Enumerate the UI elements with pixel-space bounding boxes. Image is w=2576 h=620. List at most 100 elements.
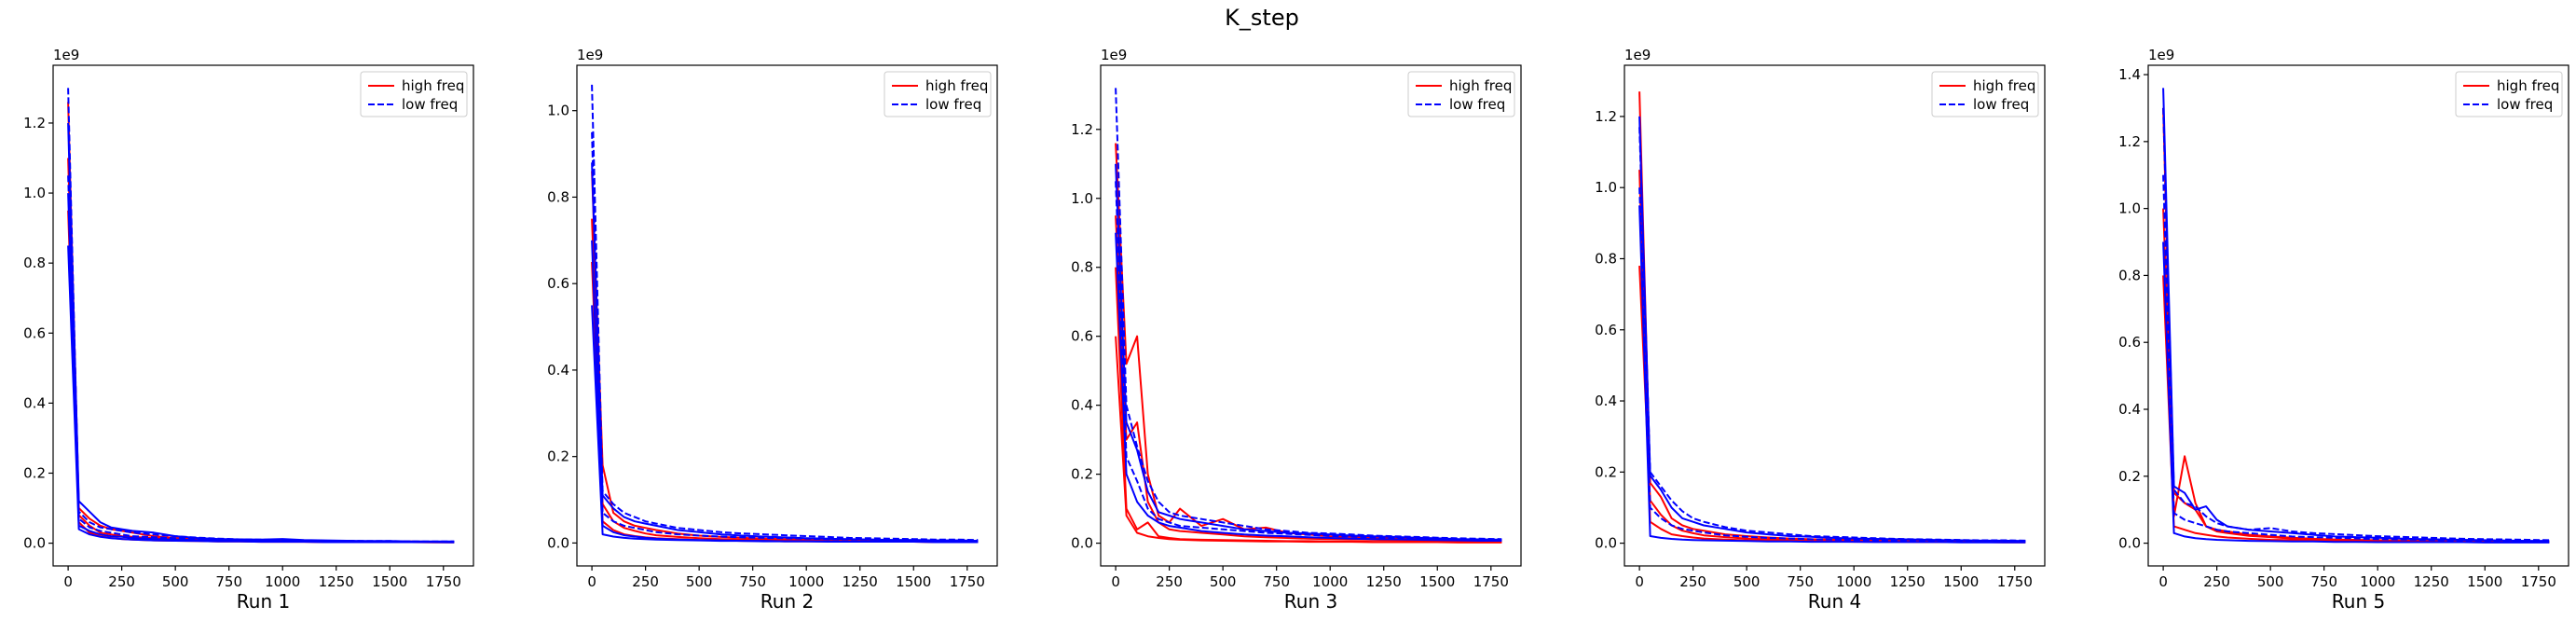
- x-tick-label: 1500: [896, 573, 931, 590]
- series-line-4: [591, 162, 979, 543]
- x-tick-label: 500: [2257, 573, 2284, 590]
- y-tick-label: 0.4: [547, 362, 569, 379]
- series-line-6: [591, 305, 979, 544]
- x-tick-label: 0: [1111, 573, 1120, 590]
- subplot-1: 0 250 500 750 1000 1250 1500 1750 0.0 0.2 0.4 0.6 0.…: [23, 47, 474, 613]
- x-tick-label: 1500: [2467, 573, 2502, 590]
- x-tick-label: 250: [1679, 573, 1706, 590]
- legend-label-2: low freq: [1973, 96, 2029, 113]
- series-line-6: [1638, 127, 2026, 542]
- y-tick-label: 0.6: [547, 275, 569, 292]
- y-tick-label: 1.2: [1595, 108, 1617, 125]
- y-tick-label: 0.6: [2118, 334, 2141, 351]
- y-tick-label: 0.4: [1071, 397, 1093, 414]
- series-line-4: [67, 122, 455, 543]
- x-tick-label: 750: [2310, 573, 2337, 590]
- y-tick-label: 0.2: [2118, 468, 2141, 485]
- series-line-7: [2162, 174, 2550, 543]
- x-tick-label: 1000: [265, 573, 300, 590]
- series-line-6: [2162, 107, 2550, 542]
- y-tick-label: 0.8: [547, 188, 569, 205]
- y-tick-label: 0.6: [1071, 328, 1093, 345]
- y-offset-label: 1e9: [2148, 47, 2174, 63]
- x-tick-label: 1250: [319, 573, 354, 590]
- y-tick-label: 0.0: [2118, 535, 2141, 552]
- x-tick-label: 1500: [1419, 573, 1455, 590]
- legend: high freq low freq: [1407, 71, 1515, 117]
- series-line-6: [1115, 232, 1502, 542]
- legend: high freq low freq: [2455, 71, 2563, 117]
- y-tick-label: 1.0: [1595, 179, 1617, 196]
- series-line-6: [67, 245, 455, 544]
- y-tick-label: 0.2: [547, 448, 569, 465]
- x-tick-label: 1750: [426, 573, 461, 590]
- y-tick-label: 1.0: [1071, 190, 1093, 207]
- x-axis-label: Run 4: [1808, 590, 1861, 613]
- x-tick-label: 500: [162, 573, 189, 590]
- subplot-3: 0 250 500 750 1000 1250 1500 1750 0.0 0.2 0.4 0.6 0.…: [1071, 47, 1522, 613]
- x-tick-label: 750: [215, 573, 242, 590]
- y-tick-label: 1.4: [2118, 66, 2141, 83]
- series-line-4: [1638, 116, 2026, 543]
- y-tick-label: 1.2: [2118, 133, 2141, 150]
- y-tick-label: 0.2: [1071, 466, 1093, 483]
- series-line-3: [1638, 170, 2026, 544]
- x-tick-label: 500: [1733, 573, 1761, 590]
- series-line-1: [2162, 107, 2550, 544]
- series-line-2: [591, 218, 979, 543]
- y-tick-label: 0.4: [2118, 401, 2141, 418]
- series-line-4: [2162, 88, 2550, 543]
- legend: high freq low freq: [884, 71, 992, 117]
- legend-label-1: high freq: [402, 77, 464, 94]
- y-tick-label: 0.6: [23, 324, 46, 341]
- series-line-1: [1115, 143, 1502, 542]
- x-tick-label: 250: [1156, 573, 1183, 590]
- x-tick-label: 1250: [1366, 573, 1402, 590]
- series-line-2: [67, 158, 455, 544]
- y-offset-label: 1e9: [1624, 47, 1651, 63]
- series-line-3: [591, 261, 979, 544]
- x-tick-label: 1750: [950, 573, 985, 590]
- series-line-4: [1115, 336, 1502, 544]
- x-tick-label: 1000: [788, 573, 824, 590]
- y-tick-label: 0.8: [2118, 267, 2141, 283]
- series-line-8: [1115, 181, 1502, 542]
- x-axis-label: Run 1: [237, 590, 290, 613]
- axes-frame: [52, 64, 474, 567]
- series-line-2: [1115, 215, 1502, 543]
- x-tick-label: 250: [108, 573, 135, 590]
- legend-label-2: low freq: [1449, 96, 1505, 113]
- x-tick-label: 500: [686, 573, 713, 590]
- legend: high freq low freq: [360, 71, 468, 117]
- axes-frame: [1100, 64, 1522, 567]
- y-offset-label: 1e9: [577, 47, 603, 63]
- y-tick-label: 0.6: [1595, 322, 1617, 338]
- axes-frame: [1624, 64, 2046, 567]
- y-tick-label: 0.0: [23, 535, 46, 552]
- series-line-2: [1638, 266, 2026, 544]
- legend: high freq low freq: [1931, 71, 2039, 117]
- y-tick-label: 1.0: [23, 185, 46, 201]
- x-tick-label: 750: [1263, 573, 1290, 590]
- subplots: 0 250 500 750 1000 1250 1500 1750 0.0 0.2 0.4 0.6 0.…: [23, 47, 2569, 613]
- x-tick-label: 500: [1210, 573, 1237, 590]
- figure-title: K_step: [1225, 5, 1299, 31]
- x-axis-label: Run 5: [2332, 590, 2385, 613]
- x-tick-label: 1750: [2521, 573, 2556, 590]
- legend-label-2: low freq: [402, 96, 458, 113]
- x-tick-label: 1000: [2360, 573, 2395, 590]
- y-tick-label: 0.8: [1071, 259, 1093, 276]
- x-tick-label: 1000: [1836, 573, 1871, 590]
- x-tick-label: 1500: [372, 573, 407, 590]
- x-axis-label: Run 2: [760, 590, 814, 613]
- series-line-1: [1638, 91, 2026, 544]
- series-line-8: [591, 131, 979, 543]
- subplot-4: 0 250 500 750 1000 1250 1500 1750 0.0 0.2 0.4 0.6 0.…: [1595, 47, 2046, 613]
- y-tick-label: 0.8: [23, 255, 46, 271]
- series-line-7: [67, 88, 455, 543]
- y-tick-label: 1.0: [547, 103, 569, 119]
- x-tick-label: 0: [1635, 573, 1644, 590]
- series-line-3: [67, 210, 455, 544]
- y-tick-label: 0.0: [547, 534, 569, 551]
- series-line-8: [67, 175, 455, 544]
